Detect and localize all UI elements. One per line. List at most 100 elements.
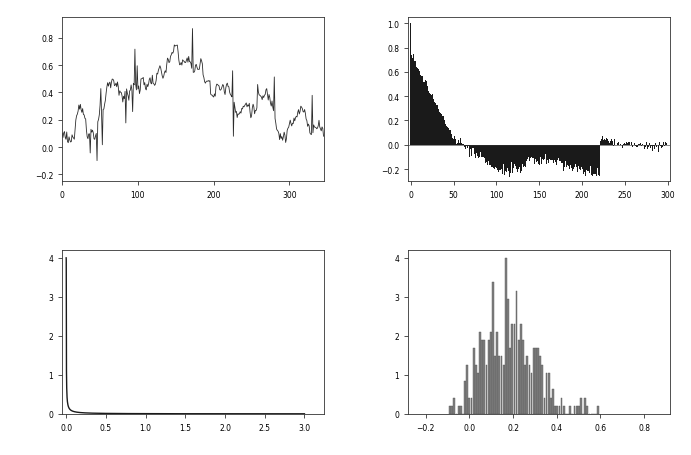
Bar <box>464 381 466 414</box>
Bar <box>489 146 490 166</box>
Bar <box>525 146 526 167</box>
Bar <box>527 146 528 159</box>
Bar <box>487 146 489 165</box>
Bar <box>524 146 525 166</box>
Bar <box>537 146 538 162</box>
Bar <box>601 140 602 146</box>
Bar <box>654 146 655 150</box>
Bar <box>634 144 635 146</box>
Bar <box>442 117 443 146</box>
Bar <box>561 146 562 163</box>
Bar <box>560 146 561 162</box>
Bar <box>449 406 451 414</box>
Bar <box>471 146 472 157</box>
Bar <box>498 146 500 178</box>
Bar <box>540 146 541 160</box>
Bar <box>550 398 552 414</box>
Bar <box>592 146 593 177</box>
Bar <box>490 332 492 414</box>
Bar <box>587 406 588 414</box>
Bar <box>434 103 435 146</box>
Bar <box>611 140 612 146</box>
Bar <box>477 146 478 157</box>
Bar <box>412 59 413 146</box>
Bar <box>471 398 473 414</box>
Bar <box>488 340 490 414</box>
Bar <box>473 146 474 149</box>
Bar <box>453 140 454 146</box>
Bar <box>491 146 492 168</box>
Bar <box>419 76 421 146</box>
Bar <box>580 398 582 414</box>
Bar <box>546 146 547 161</box>
Bar <box>644 146 645 150</box>
Bar <box>650 146 651 148</box>
Bar <box>571 146 572 168</box>
Bar <box>479 146 480 158</box>
Bar <box>658 146 659 152</box>
Bar <box>454 136 455 146</box>
Bar <box>541 365 543 414</box>
Bar <box>574 146 575 167</box>
Bar <box>436 106 437 146</box>
Bar <box>484 146 485 159</box>
Bar <box>503 146 504 164</box>
Bar <box>451 406 453 414</box>
Bar <box>610 142 611 146</box>
Bar <box>422 77 423 146</box>
Bar <box>441 115 442 146</box>
Bar <box>444 120 446 146</box>
Bar <box>461 143 462 146</box>
Bar <box>425 81 426 146</box>
Bar <box>518 340 520 414</box>
Bar <box>424 83 425 146</box>
Bar <box>502 146 503 175</box>
Bar <box>553 146 554 163</box>
Bar <box>496 332 498 414</box>
Bar <box>544 398 545 414</box>
Bar <box>501 146 502 169</box>
Bar <box>495 146 496 168</box>
Bar <box>576 146 578 168</box>
Bar <box>632 146 633 148</box>
Bar <box>514 146 515 164</box>
Bar <box>515 291 518 414</box>
Bar <box>556 406 558 414</box>
Bar <box>585 146 586 177</box>
Bar <box>661 146 662 148</box>
Bar <box>515 146 516 169</box>
Bar <box>513 324 515 414</box>
Bar <box>569 406 571 414</box>
Bar <box>459 144 460 146</box>
Bar <box>626 142 627 146</box>
Bar <box>526 146 527 162</box>
Bar <box>446 126 447 146</box>
Bar <box>519 146 520 168</box>
Bar <box>556 146 557 166</box>
Bar <box>582 146 583 169</box>
Bar <box>494 357 496 414</box>
Bar <box>537 349 539 414</box>
Bar <box>482 340 483 414</box>
Bar <box>478 146 479 158</box>
Bar <box>629 142 630 146</box>
Bar <box>538 146 539 164</box>
Bar <box>415 62 416 146</box>
Bar <box>498 357 500 414</box>
Bar <box>662 146 663 148</box>
Bar <box>484 340 485 414</box>
Bar <box>579 146 580 170</box>
Bar <box>522 340 524 414</box>
Bar <box>462 146 464 147</box>
Bar <box>569 146 571 167</box>
Bar <box>659 143 660 146</box>
Bar <box>475 146 476 158</box>
Bar <box>614 140 615 146</box>
Bar <box>432 95 433 146</box>
Bar <box>520 324 522 414</box>
Bar <box>646 143 647 146</box>
Bar <box>426 90 428 146</box>
Bar <box>518 146 519 169</box>
Bar <box>617 144 618 146</box>
Bar <box>428 92 429 146</box>
